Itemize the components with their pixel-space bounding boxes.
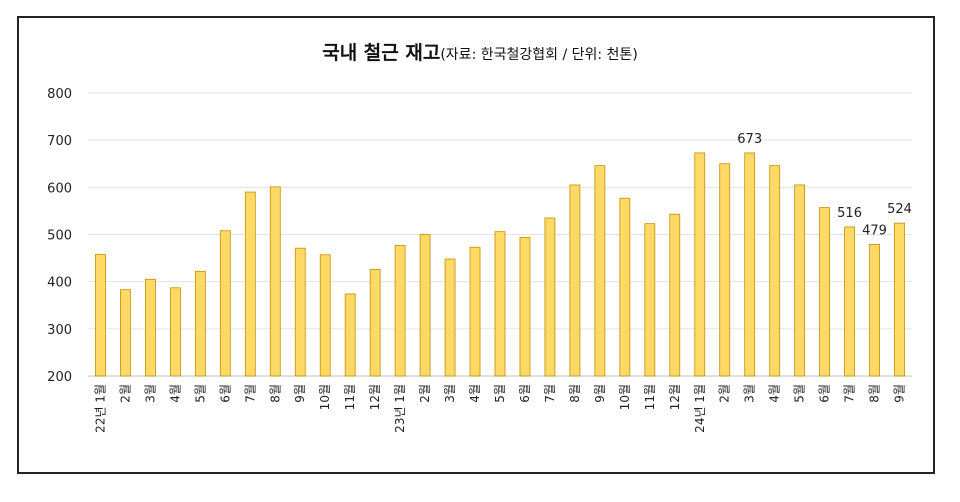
x-tick-label: 10월 — [618, 384, 632, 410]
x-tick-label: 11월 — [343, 384, 357, 410]
x-tick-label: 24년 1월 — [693, 384, 707, 433]
x-tick-label: 10월 — [318, 384, 332, 410]
x-tick-label: 4월 — [768, 384, 782, 403]
chart-title: 국내 철근 재고(자료: 한국철강협회 / 단위: 천톤) — [0, 38, 960, 65]
bar — [569, 184, 581, 377]
bar — [719, 163, 731, 377]
x-tick-label: 7월 — [543, 384, 557, 403]
bar — [169, 287, 181, 377]
bar — [619, 197, 631, 377]
bar — [694, 152, 706, 377]
bar — [319, 254, 331, 377]
x-tick-label: 9월 — [293, 384, 307, 403]
bar — [769, 165, 781, 377]
x-tick-label: 12월 — [668, 384, 682, 410]
bar — [344, 293, 356, 377]
y-tick-label: 300 — [47, 323, 72, 338]
bar — [669, 213, 681, 377]
x-axis: 22년 1월 2월 3월 4월 5월 6월 7월 8월 9월 10월 11월 12월 23년 1월 2월 3… — [93, 384, 906, 433]
x-tick-label: 7월 — [843, 384, 857, 403]
x-tick-label: 7월 — [243, 384, 257, 403]
y-tick-label: 200 — [47, 370, 72, 385]
x-tick-label: 9월 — [593, 384, 607, 403]
bar — [819, 207, 831, 377]
x-tick-label: 2월 — [718, 384, 732, 403]
x-tick-label: 2월 — [118, 384, 132, 403]
data-label: 516 — [837, 206, 862, 221]
bar — [219, 230, 231, 377]
bar — [644, 223, 656, 377]
y-tick-label: 800 — [47, 87, 72, 102]
x-tick-label: 5월 — [193, 384, 207, 403]
x-tick-label: 6월 — [818, 384, 832, 403]
data-label: 479 — [862, 223, 887, 238]
x-tick-label: 4월 — [468, 384, 482, 403]
x-tick-label: 2월 — [418, 384, 432, 403]
y-tick-label: 500 — [47, 229, 72, 244]
data-label: 524 — [887, 202, 912, 217]
bar — [419, 234, 431, 377]
y-tick-label: 600 — [47, 181, 72, 196]
y-axis: 200 300 400 500 600 700 800 — [47, 87, 72, 385]
x-tick-label: 8월 — [868, 384, 882, 403]
bar — [494, 231, 506, 377]
bar — [844, 226, 855, 377]
bar — [869, 244, 880, 377]
x-tick-label: 8월 — [568, 384, 582, 403]
bar — [544, 217, 556, 377]
bar — [294, 247, 306, 377]
x-tick-label: 5월 — [793, 384, 807, 403]
x-tick-label: 4월 — [168, 384, 182, 403]
chart-title-main: 국내 철근 재고 — [322, 42, 441, 64]
x-tick-label: 11월 — [643, 384, 657, 410]
x-tick-label: 3월 — [443, 384, 457, 403]
bar — [120, 289, 131, 377]
bar — [95, 253, 106, 377]
bar — [794, 184, 806, 377]
x-tick-label: 9월 — [893, 384, 907, 403]
bar — [369, 269, 381, 377]
bar — [744, 152, 756, 377]
chart-frame — [17, 16, 935, 474]
bar — [394, 244, 406, 377]
x-tick-label: 12월 — [368, 384, 382, 410]
x-tick-label: 3월 — [143, 384, 157, 403]
x-tick-label: 6월 — [218, 384, 232, 403]
y-tick-label: 400 — [47, 276, 72, 291]
bar — [519, 236, 531, 377]
bar — [194, 270, 206, 377]
y-tick-label: 700 — [47, 134, 72, 149]
x-tick-label: 23년 1월 — [393, 384, 407, 433]
x-tick-label: 8월 — [268, 384, 282, 403]
x-tick-label: 6월 — [518, 384, 532, 403]
data-label: 673 — [737, 132, 762, 147]
bar — [894, 222, 905, 377]
x-tick-label: 22년 1월 — [93, 384, 107, 433]
bar — [145, 278, 156, 377]
bar — [594, 165, 606, 377]
bar — [244, 191, 256, 377]
x-tick-label: 3월 — [743, 384, 757, 403]
bar — [444, 258, 456, 377]
bar — [469, 246, 481, 377]
bar — [269, 186, 281, 377]
bars — [95, 152, 905, 377]
chart-subtitle: (자료: 한국철강협회 / 단위: 천톤) — [440, 47, 638, 63]
x-tick-label: 5월 — [493, 384, 507, 403]
